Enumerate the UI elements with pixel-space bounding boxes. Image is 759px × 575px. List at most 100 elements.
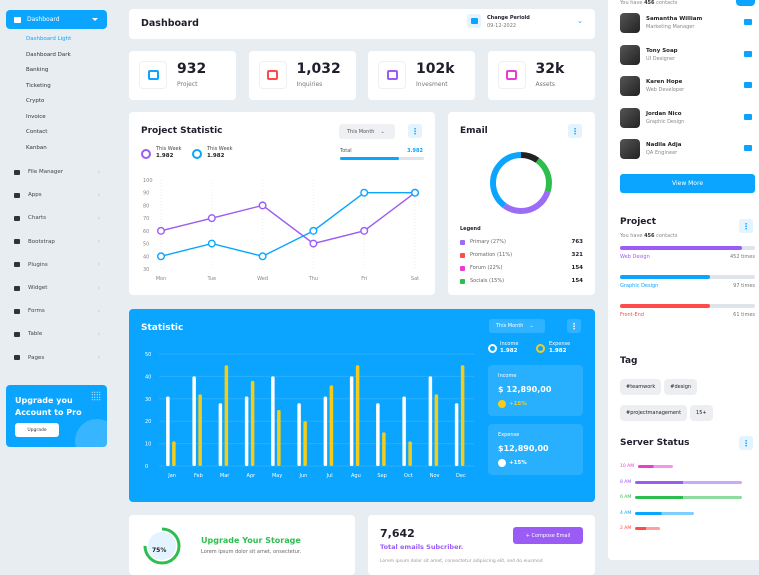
income-label: Income bbox=[498, 373, 517, 379]
y-tick-label: 70 bbox=[143, 216, 149, 222]
sidebar-item-label: Dashboard bbox=[27, 16, 60, 23]
tag-chip[interactable]: #projectmanagement bbox=[620, 405, 688, 421]
legend-value: 154 bbox=[571, 278, 583, 284]
x-tick-label: May bbox=[272, 473, 282, 479]
add-contact-button[interactable] bbox=[736, 0, 755, 6]
chevron-right-icon: › bbox=[97, 191, 100, 199]
bar bbox=[402, 396, 406, 466]
sidebar-item-table[interactable]: Table › bbox=[14, 331, 100, 338]
mail-icon[interactable] bbox=[744, 50, 752, 57]
sidebar-subitem[interactable]: Dashboard Dark bbox=[26, 51, 71, 58]
data-point bbox=[157, 226, 166, 235]
tag-chip[interactable]: 15+ bbox=[690, 405, 713, 421]
tag-chip[interactable]: #teamwork bbox=[620, 379, 662, 395]
x-tick-label: Thu bbox=[308, 276, 318, 282]
tag-chip[interactable]: #design bbox=[664, 379, 698, 395]
project-statistic-card: Project Statistic This Month ⌄ ⋮ This Wee… bbox=[129, 112, 435, 295]
x-tick-label: Jun bbox=[298, 473, 307, 479]
mail-icon[interactable] bbox=[744, 145, 752, 151]
contact-name: Samantha William bbox=[646, 16, 703, 22]
subscriber-text: Lorem ipsum dolor sit amet, consectetur … bbox=[380, 559, 543, 564]
stat-value: 102k bbox=[416, 61, 455, 77]
boxes-icon bbox=[497, 61, 526, 89]
sidebar-subitem[interactable]: Invoice bbox=[26, 113, 46, 120]
mail-icon[interactable] bbox=[744, 19, 752, 25]
sidebar-item-plugins[interactable]: Plugins › bbox=[14, 261, 100, 268]
more-icon[interactable]: ⋮ bbox=[567, 319, 581, 333]
more-icon[interactable]: ⋮ bbox=[739, 219, 753, 233]
bar bbox=[271, 376, 275, 466]
y-tick-label: 40 bbox=[143, 254, 149, 260]
period-label[interactable]: Change Periold bbox=[487, 15, 530, 21]
mail-icon[interactable] bbox=[744, 113, 752, 120]
sidebar-item-pages[interactable]: Pages › bbox=[14, 354, 100, 361]
bar bbox=[408, 441, 412, 466]
contact-item[interactable]: Karen Hope Web Developer bbox=[620, 76, 752, 96]
x-tick-label: Tue bbox=[207, 276, 217, 282]
bar bbox=[329, 385, 334, 466]
period-select[interactable]: This Month ⌄ bbox=[339, 124, 395, 139]
avatar bbox=[620, 107, 640, 128]
income-box: Income $ 12,890,00 +15% bbox=[488, 365, 583, 416]
sidebar-item-dashboard[interactable]: Dashboard bbox=[6, 10, 107, 29]
sidebar-item-bootstrap[interactable]: Bootstrap › bbox=[14, 238, 100, 245]
more-icon[interactable]: ⋮ bbox=[408, 124, 422, 138]
y-tick-label: 20 bbox=[145, 419, 151, 425]
sidebar-subitem[interactable]: Dashboard Light bbox=[26, 36, 72, 42]
series-line bbox=[160, 192, 416, 245]
y-tick-label: 80 bbox=[143, 203, 149, 209]
project-label: Graphic Design bbox=[620, 283, 659, 289]
contact-item[interactable]: Jordan Nico Graphic Design bbox=[620, 107, 752, 128]
legend-ring bbox=[488, 344, 497, 353]
project-times: 61 times bbox=[733, 312, 755, 318]
sidebar-subitem[interactable]: Kanban bbox=[26, 144, 47, 151]
chevron-right-icon: › bbox=[97, 168, 100, 176]
bar bbox=[166, 396, 170, 466]
stat-card: 32k Assets bbox=[487, 51, 595, 100]
data-point bbox=[360, 226, 369, 235]
view-more-button[interactable]: View More bbox=[620, 174, 755, 193]
sidebar-subitem[interactable]: Ticketing bbox=[26, 82, 51, 89]
y-tick-label: 0 bbox=[145, 464, 148, 470]
statistic-card: Statistic 0 10 20 30 40 50 Jan Feb Mar Apr May Jun J… bbox=[129, 309, 595, 502]
y-tick-label: 10 bbox=[145, 442, 151, 448]
contact-name: Nadila Adja bbox=[646, 142, 682, 148]
contact-item[interactable]: Nadila Adja QA Engineer bbox=[620, 139, 752, 159]
sidebar-subitem[interactable]: Contact bbox=[26, 129, 48, 135]
card-title: Statistic bbox=[141, 323, 184, 333]
expense-amount: $12,890,00 bbox=[498, 444, 549, 453]
sidebar-subitem[interactable]: Crypto bbox=[26, 98, 45, 104]
legend-swatch bbox=[460, 240, 465, 245]
contact-item[interactable]: Samantha William Marketing Manager bbox=[620, 13, 752, 33]
upgrade-button[interactable]: Upgrade bbox=[15, 423, 59, 437]
more-icon[interactable]: ⋮ bbox=[739, 436, 753, 450]
sidebar-item-label: Charts bbox=[28, 215, 46, 222]
period-select[interactable]: This Month ⌄ bbox=[489, 319, 545, 333]
stat-label: Invesment bbox=[416, 81, 448, 88]
expense-box: Expense $12,890,00 +15% bbox=[488, 424, 583, 475]
apps-icon bbox=[14, 192, 20, 198]
sidebar-item-apps[interactable]: Apps › bbox=[14, 191, 100, 199]
sidebar-subitem[interactable]: Banking bbox=[26, 67, 49, 73]
total-progress bbox=[340, 157, 424, 160]
sidebar-item-file-manager[interactable]: File Manager › bbox=[14, 168, 100, 176]
server-row: 2 AM bbox=[620, 526, 660, 531]
legend-label: Promation (11%) bbox=[470, 252, 513, 258]
y-tick-label: 50 bbox=[143, 242, 149, 248]
sidebar-item-widget[interactable]: Widget › bbox=[14, 285, 100, 292]
contact-role: Marketing Manager bbox=[646, 24, 695, 30]
compose-email-button[interactable]: + Compose Email bbox=[513, 527, 583, 544]
sidebar-item-forms[interactable]: Forms › bbox=[14, 308, 100, 315]
upgrade-card: Upgrade you Account to Pro Upgrade bbox=[6, 385, 107, 447]
bar bbox=[434, 394, 439, 466]
chevron-down-icon[interactable]: ⌄ bbox=[577, 17, 583, 25]
more-icon[interactable]: ⋮ bbox=[568, 124, 582, 138]
sidebar-item-label: Pages bbox=[28, 354, 45, 361]
contact-item[interactable]: Tony Soap UI Designer bbox=[620, 44, 752, 65]
mail-icon[interactable] bbox=[744, 82, 752, 88]
server-time: 8 AM bbox=[620, 479, 632, 485]
file-icon bbox=[14, 308, 20, 314]
sidebar-item-charts[interactable]: Charts › bbox=[14, 215, 100, 222]
y-tick-label: 40 bbox=[145, 374, 151, 380]
folder-icon bbox=[14, 169, 20, 175]
